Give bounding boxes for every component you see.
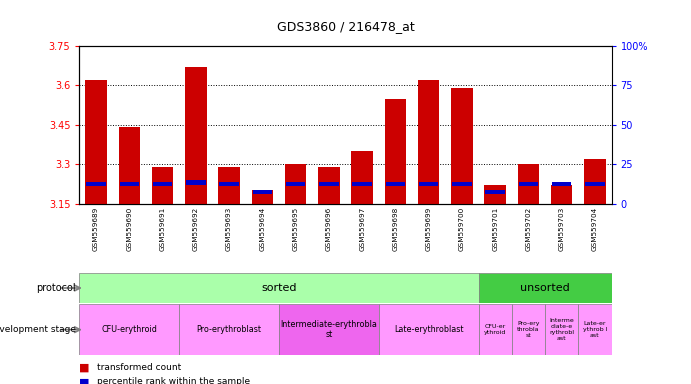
Bar [478, 304, 512, 355]
Text: GSM559697: GSM559697 [359, 207, 365, 251]
Bar [419, 182, 438, 187]
Bar [385, 99, 406, 204]
Bar [584, 159, 606, 204]
Bar [352, 182, 372, 187]
Bar [252, 190, 273, 204]
Text: sorted: sorted [261, 283, 296, 293]
Bar [578, 304, 612, 355]
Text: GSM559692: GSM559692 [193, 207, 199, 251]
Text: ■: ■ [79, 377, 90, 384]
Text: GSM559689: GSM559689 [93, 207, 99, 251]
Text: ■: ■ [79, 363, 90, 373]
Bar [451, 88, 473, 204]
Text: GSM559694: GSM559694 [259, 207, 265, 251]
Text: development stage: development stage [0, 325, 76, 334]
Bar [185, 67, 207, 204]
Text: Pro-ery
throbla
st: Pro-ery throbla st [517, 321, 540, 338]
Bar [386, 182, 405, 187]
Bar [79, 304, 179, 355]
Text: GDS3860 / 216478_at: GDS3860 / 216478_at [276, 20, 415, 33]
Bar [351, 151, 373, 204]
Text: Intermediate-erythrobla
st: Intermediate-erythrobla st [281, 320, 377, 339]
Text: GSM559690: GSM559690 [126, 207, 133, 251]
Bar [379, 304, 478, 355]
Text: protocol: protocol [37, 283, 76, 293]
Bar [478, 273, 612, 303]
Bar [153, 182, 172, 187]
Text: GSM559704: GSM559704 [592, 207, 598, 251]
Text: percentile rank within the sample: percentile rank within the sample [97, 377, 250, 384]
Text: GSM559699: GSM559699 [426, 207, 432, 251]
Text: Late-er
ythrob l
ast: Late-er ythrob l ast [583, 321, 607, 338]
Bar [179, 304, 279, 355]
Bar [545, 304, 578, 355]
Text: GSM559691: GSM559691 [160, 207, 166, 251]
Text: transformed count: transformed count [97, 363, 181, 372]
Text: GSM559698: GSM559698 [392, 207, 399, 251]
Bar [119, 127, 140, 204]
Bar [186, 180, 206, 185]
Text: GSM559693: GSM559693 [226, 207, 232, 251]
Text: GSM559702: GSM559702 [525, 207, 531, 251]
Text: Late-erythroblast: Late-erythroblast [394, 325, 464, 334]
Bar [285, 164, 306, 204]
Text: GSM559695: GSM559695 [292, 207, 299, 251]
Bar [585, 182, 605, 187]
Bar [512, 304, 545, 355]
Bar [485, 190, 505, 194]
Text: CFU-erythroid: CFU-erythroid [102, 325, 158, 334]
Bar [286, 182, 305, 187]
Bar [219, 182, 239, 187]
Bar [518, 164, 539, 204]
Bar [86, 182, 106, 187]
Bar [318, 167, 340, 204]
Text: unsorted: unsorted [520, 283, 570, 293]
Text: GSM559700: GSM559700 [459, 207, 465, 251]
Bar [418, 80, 439, 204]
Text: GSM559703: GSM559703 [558, 207, 565, 251]
Bar [279, 304, 379, 355]
Bar [85, 80, 107, 204]
Bar [319, 182, 339, 187]
Bar [484, 185, 506, 204]
Text: Interme
diate-e
rythrobl
ast: Interme diate-e rythrobl ast [549, 318, 574, 341]
Bar [452, 182, 472, 187]
Bar [152, 167, 173, 204]
Bar [79, 273, 478, 303]
Bar [120, 182, 139, 187]
Bar [218, 167, 240, 204]
Text: GSM559701: GSM559701 [492, 207, 498, 251]
Bar [519, 182, 538, 187]
Text: CFU-er
ythroid: CFU-er ythroid [484, 324, 507, 335]
Text: Pro-erythroblast: Pro-erythroblast [197, 325, 262, 334]
Bar [253, 190, 272, 194]
Text: GSM559696: GSM559696 [326, 207, 332, 251]
Bar [551, 185, 572, 204]
Bar [552, 182, 571, 187]
